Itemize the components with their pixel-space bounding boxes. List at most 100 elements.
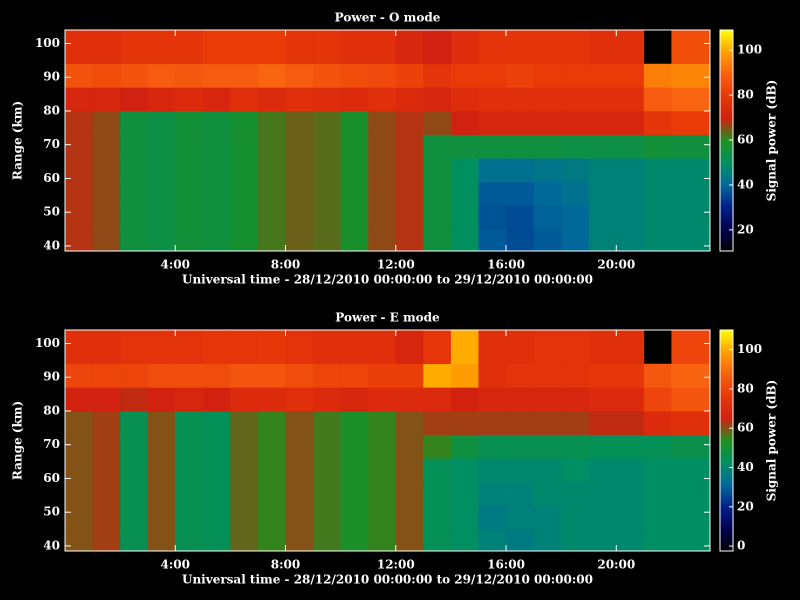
heat-cell <box>175 30 204 65</box>
heat-cell <box>506 63 534 88</box>
heat-cell <box>340 229 369 252</box>
heat-cell <box>92 30 121 65</box>
heat-cell <box>120 330 148 365</box>
heat-cell <box>257 410 286 435</box>
heat-cell <box>533 134 562 159</box>
heat-cell <box>478 181 507 206</box>
heat-cell <box>423 458 452 483</box>
heat-cell <box>340 87 369 112</box>
colorbar-title: Signal power (dB) <box>765 80 779 202</box>
heat-cell <box>257 110 286 135</box>
colorbar-tick-label: 80 <box>737 88 754 102</box>
heat-cell <box>120 529 148 552</box>
heat-cell <box>698 458 711 483</box>
heat-cell <box>506 481 534 506</box>
heat-cell <box>588 87 617 112</box>
y-tick-label: 40 <box>43 238 60 252</box>
heat-cell <box>561 363 590 388</box>
heat-cell <box>533 387 562 412</box>
heat-cell <box>561 30 590 65</box>
heat-cell <box>175 134 204 159</box>
heat-cell <box>616 330 645 365</box>
heat-cell <box>92 181 121 206</box>
heat-cell <box>120 434 148 459</box>
heat-cell <box>175 205 204 230</box>
heat-cell <box>285 387 314 412</box>
heat-cell <box>478 134 507 159</box>
heat-cell <box>147 363 176 388</box>
heat-cell <box>671 505 700 530</box>
heat-cell <box>202 158 231 183</box>
colorbar-tick-label: 60 <box>737 133 754 147</box>
heat-cell <box>147 134 176 159</box>
heat-cell <box>340 63 369 88</box>
heat-cell <box>506 110 534 135</box>
heat-cell <box>230 387 259 412</box>
heat-cell <box>478 481 507 506</box>
heat-cell <box>92 87 121 112</box>
heat-cell <box>506 229 534 252</box>
heat-cell <box>616 110 645 135</box>
heat-cell <box>368 434 397 459</box>
heat-cell <box>616 434 645 459</box>
heat-cell <box>257 229 286 252</box>
heat-cell <box>368 134 397 159</box>
heat-cell <box>561 410 590 435</box>
heat-cell <box>643 410 672 435</box>
heat-cell <box>395 363 424 388</box>
heat-cell <box>65 410 93 435</box>
heat-cell <box>65 387 93 412</box>
heat-cell <box>92 434 121 459</box>
heat-cell <box>257 87 286 112</box>
heat-cell <box>450 30 479 65</box>
heat-cell <box>561 481 590 506</box>
heat-cell <box>395 30 424 65</box>
heat-cell <box>478 363 507 388</box>
heat-cell <box>395 481 424 506</box>
heat-cell <box>616 481 645 506</box>
heat-cell <box>230 30 259 65</box>
heat-cell <box>313 110 341 135</box>
heat-cell <box>202 87 231 112</box>
heat-cell <box>643 158 672 183</box>
heat-cell <box>257 458 286 483</box>
heat-cell <box>533 363 562 388</box>
heat-cell <box>368 87 397 112</box>
heat-cell <box>616 87 645 112</box>
heat-cell <box>92 387 121 412</box>
heat-cell <box>395 110 424 135</box>
heat-cell <box>285 481 314 506</box>
heat-cell <box>368 505 397 530</box>
heat-cell <box>698 410 711 435</box>
heat-cell <box>202 330 231 365</box>
heat-cell <box>533 481 562 506</box>
heat-cell <box>92 529 121 552</box>
heat-cell <box>506 134 534 159</box>
heat-cell <box>450 434 479 459</box>
heat-cell <box>506 181 534 206</box>
colorbar-tick-label: 20 <box>737 499 754 513</box>
heat-cell <box>561 87 590 112</box>
heat-cell <box>65 434 93 459</box>
heat-cell <box>698 134 711 159</box>
heat-cell <box>340 458 369 483</box>
heat-cell <box>147 481 176 506</box>
heat-cell <box>313 181 341 206</box>
colorbar <box>719 329 734 552</box>
heat-cell <box>120 229 148 252</box>
heat-cell <box>423 481 452 506</box>
heat-cell <box>423 181 452 206</box>
heat-cell <box>450 387 479 412</box>
heat-cell <box>561 158 590 183</box>
heat-cell <box>230 63 259 88</box>
heat-cell <box>202 363 231 388</box>
heat-cell <box>506 410 534 435</box>
heat-cell <box>65 181 93 206</box>
heat-cell <box>671 481 700 506</box>
heat-cell <box>450 205 479 230</box>
heat-cell <box>395 434 424 459</box>
heat-cell <box>65 110 93 135</box>
heat-cell <box>285 363 314 388</box>
heat-cell <box>423 505 452 530</box>
heat-cell <box>395 410 424 435</box>
